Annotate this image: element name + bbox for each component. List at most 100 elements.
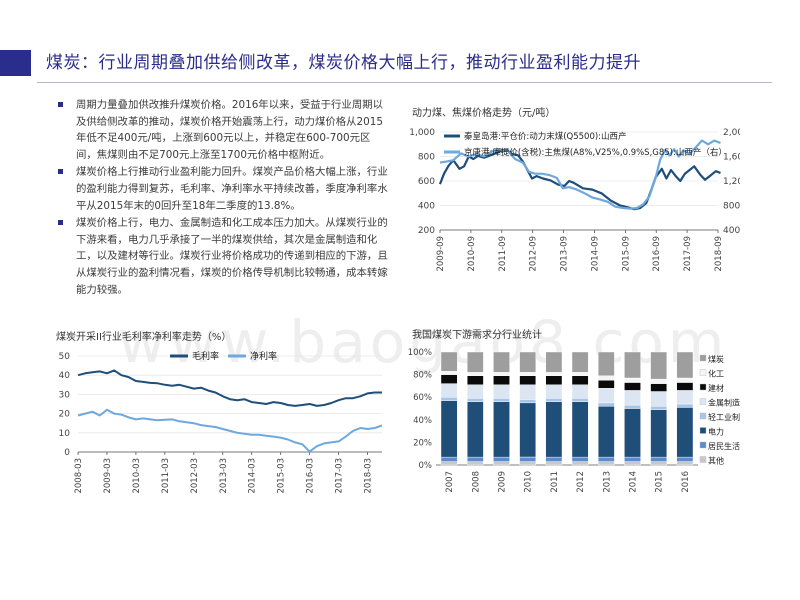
bar-segment	[676, 390, 694, 405]
bar-segment	[676, 407, 694, 458]
legend-label: 煤炭	[708, 354, 724, 364]
bar-segment	[571, 372, 589, 376]
title-divider	[37, 82, 772, 83]
bar-segment	[466, 375, 484, 385]
bar-segment	[624, 390, 641, 406]
bullet-square-icon	[58, 169, 63, 175]
bar-segment	[440, 456, 458, 462]
x-tick-label: 2013-03	[219, 458, 229, 494]
bar-segment	[624, 461, 641, 466]
bar-segment	[545, 375, 563, 385]
series-line	[438, 149, 721, 211]
bar-segment	[571, 398, 589, 402]
bar-segment	[676, 351, 694, 379]
x-tick-label: 2018-03	[364, 458, 374, 494]
x-tick-label: 2007	[445, 471, 455, 493]
bar-segment	[519, 399, 536, 404]
bar-segment	[519, 402, 536, 458]
y-tick-label: 40	[59, 371, 71, 381]
bar-segment	[466, 401, 484, 458]
y-tick-label: 20	[59, 410, 71, 420]
bar-segment	[624, 377, 641, 383]
x-tick-label: 2013	[602, 471, 612, 493]
y-left-tick-label: 1,000	[409, 128, 435, 138]
y-right-tick-label: 1,200	[723, 177, 740, 187]
series-line	[439, 139, 721, 210]
bar-segment	[493, 398, 510, 402]
bullet-item: 煤炭价格上行，电力、金属制造和化工成本压力加大。从煤炭行业的下游来看，电力几乎承…	[58, 215, 390, 298]
x-tick-label: 2014-09	[590, 236, 600, 272]
bar-segment	[650, 456, 668, 462]
x-tick-label: 2010	[524, 471, 534, 493]
y-tick-label: 50	[59, 352, 71, 362]
bar-segment	[597, 456, 615, 462]
bar-segment	[597, 402, 615, 407]
x-tick-label: 2016	[681, 471, 691, 493]
bar-segment	[493, 375, 510, 385]
x-tick-label: 2012-03	[190, 458, 200, 494]
title-accent-block	[0, 50, 31, 76]
bar-segment	[440, 371, 458, 375]
bar-segment	[466, 372, 484, 376]
bar-segment	[519, 456, 536, 462]
x-tick-label: 2009-09	[436, 236, 446, 272]
legend-label: 毛利率	[192, 350, 219, 362]
bar-segment	[650, 409, 668, 458]
bar-segment	[597, 461, 615, 466]
y-left-tick-label: 600	[418, 177, 435, 187]
y-tick-label: 40%	[413, 416, 432, 426]
x-tick-label: 2011-09	[498, 236, 508, 272]
bar-segment	[676, 377, 694, 383]
coal-price-chart: 200 400 600 800 1,000 400 800 1,200 1,600 2,000 20…	[409, 128, 740, 272]
x-tick-label: 2016-03	[306, 458, 316, 494]
bar-segment	[440, 374, 458, 384]
x-tick-label: 2010-03	[132, 458, 142, 494]
x-tick-label: 2013-09	[560, 236, 570, 272]
bar-segment	[545, 401, 563, 458]
bar-segment	[466, 456, 484, 462]
legend-swatch	[699, 369, 707, 376]
bar-segment	[597, 380, 615, 389]
legend-label: 轻工业制造	[708, 412, 740, 422]
bar-segment	[571, 351, 589, 373]
bar-segment	[466, 351, 484, 373]
x-tick-label: 2008-03	[74, 458, 84, 494]
bar-segment	[519, 351, 536, 373]
bar-segment	[571, 456, 589, 462]
bar-segment	[624, 408, 641, 458]
legend-swatch	[699, 456, 707, 463]
bullet-text: 煤炭价格上行，电力、金属制造和化工成本压力加大。从煤炭行业的下游来看，电力几乎承…	[76, 217, 388, 296]
x-tick-label: 2015-03	[277, 458, 287, 494]
x-tick-label: 2015-09	[621, 236, 631, 272]
bar-segment	[545, 398, 563, 402]
bar-segment	[624, 351, 641, 379]
y-tick-label: 10	[59, 429, 71, 439]
bar-segment	[440, 383, 458, 398]
x-tick-label: 2008	[471, 471, 481, 493]
legend-label: 秦皇岛港:平仓价:动力末煤(Q5500):山西产	[464, 131, 627, 142]
y-tick-label: 30	[59, 390, 71, 400]
bar-segment	[545, 461, 563, 466]
bar-segment	[624, 456, 641, 462]
bar-segment	[493, 372, 510, 376]
legend-swatch	[699, 427, 707, 434]
legend-label: 建材	[708, 383, 724, 393]
margin-chart-title: 煤炭开采II行业毛利率净利率走势（%）	[56, 332, 232, 343]
x-tick-label: 2010-09	[467, 236, 477, 272]
x-tick-label: 2011-03	[161, 458, 171, 494]
legend-label: 其他	[708, 456, 724, 466]
bar-segment	[545, 456, 563, 462]
bar-segment	[624, 382, 641, 391]
bullet-list: 周期力量叠加供改推升煤炭价格。2016年以来，受益于行业周期以及供给侧改革的推动…	[58, 97, 390, 299]
bar-segment	[571, 401, 589, 458]
bar-segment	[571, 384, 589, 399]
y-tick-label: 0	[64, 448, 70, 458]
x-tick-label: 2015	[655, 471, 665, 493]
y-tick-label: 60%	[413, 393, 432, 403]
bar-segment	[676, 403, 694, 408]
bar-segment	[650, 383, 668, 392]
demand-chart: 0% 20% 40% 60% 80% 100% 2007 2008 2009 2010 2011 20…	[408, 348, 740, 493]
bar-segment	[440, 400, 458, 458]
bar-segment	[676, 382, 694, 391]
x-tick-label: 2017-03	[335, 458, 345, 494]
